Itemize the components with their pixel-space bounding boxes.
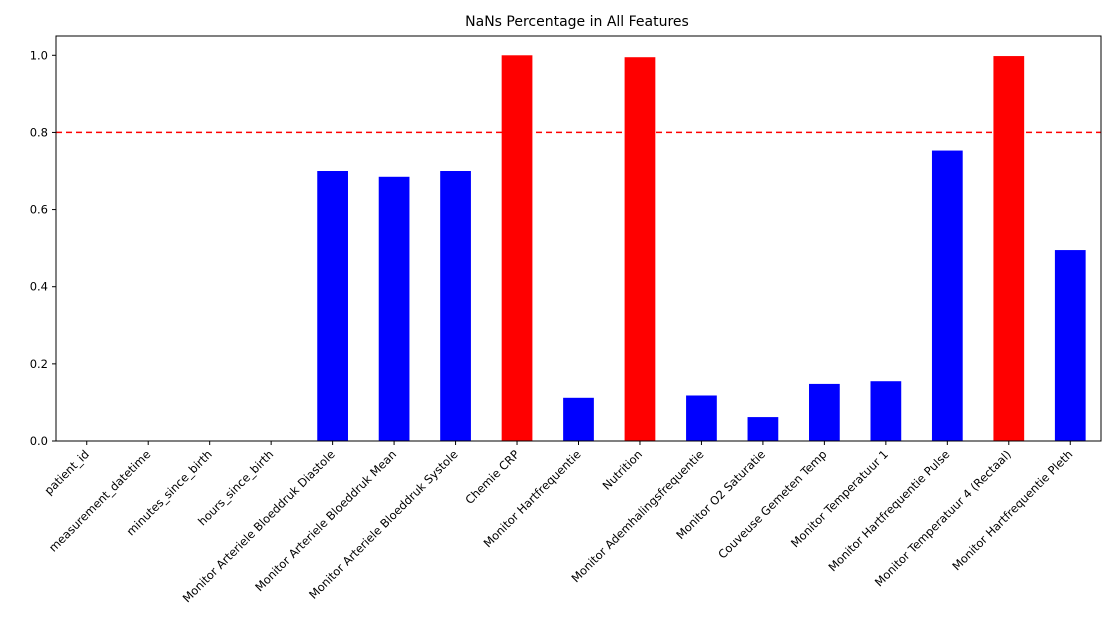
y-axis: 0.0 0.2 0.4 0.6 0.8 1.0: [30, 48, 56, 448]
bar: [686, 395, 717, 441]
bar: [440, 171, 471, 441]
x-tick-label: Monitor Hartfrequentie Pleth: [949, 447, 1075, 573]
bar: [747, 417, 779, 441]
bars-group: [317, 55, 1086, 442]
x-tick-label: measurement_datetime: [46, 447, 153, 554]
x-tick-label: Couveuse Gemeten Temp: [715, 447, 829, 561]
y-tick-label: 0.4: [30, 280, 48, 294]
x-tick-label: Monitor Temperatuur 4 (Rectaal): [872, 447, 1014, 589]
bar: [317, 171, 348, 441]
x-tick-label: Chemie CRP: [462, 447, 522, 507]
bar: [809, 383, 840, 441]
bar: [563, 397, 594, 441]
y-tick-label: 0.0: [30, 434, 48, 448]
bar: [501, 55, 533, 441]
y-tick-label: 0.6: [30, 203, 48, 217]
x-tick-label: Nutrition: [600, 447, 646, 493]
bar: [931, 150, 963, 441]
bar: [993, 56, 1025, 442]
chart-title: NaNs Percentage in All Features: [465, 14, 689, 30]
y-tick-label: 1.0: [30, 48, 48, 62]
x-tick-label: Monitor Hartfrequentie Pulse: [825, 447, 952, 574]
bar: [870, 381, 902, 441]
x-tick-label: Monitor Ademhalingsfrequentie: [568, 447, 706, 585]
bar: [624, 57, 656, 442]
y-tick-label: 0.8: [30, 125, 48, 139]
x-tick-label: patient_id: [42, 447, 92, 497]
x-axis: patient_idmeasurement_datetimeminutes_si…: [42, 441, 1075, 605]
bar: [378, 176, 410, 442]
bar: [1054, 250, 1086, 441]
y-tick-label: 0.2: [30, 357, 48, 371]
